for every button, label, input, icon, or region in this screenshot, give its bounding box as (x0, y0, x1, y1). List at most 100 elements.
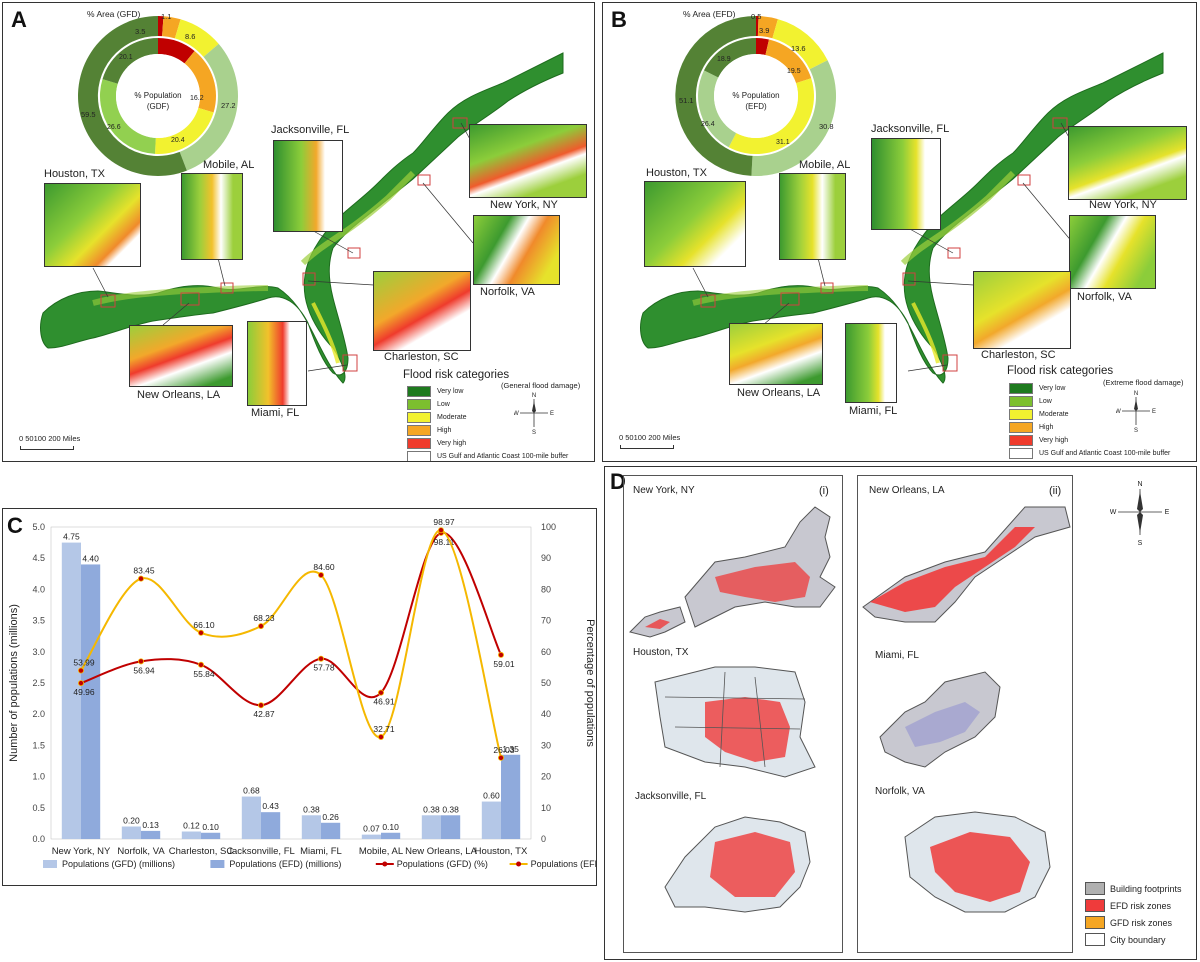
inset-newyork-b (1068, 126, 1187, 200)
y-tick-label: 2.5 (32, 678, 45, 688)
line-value-label: 53.99 (73, 658, 95, 668)
donut-a-area-3: 8.6 (185, 32, 195, 41)
bar-value-label: 0.20 (123, 816, 140, 826)
panel-letter-c: C (7, 513, 23, 538)
bar-gfd (241, 796, 261, 839)
compass-icon-a: N S E W (514, 393, 554, 435)
inset-norfolk-a (473, 215, 560, 285)
legend-very-low-a: Very low (407, 386, 463, 397)
bar-gfd (61, 542, 81, 839)
inset-mobile-b (779, 173, 846, 260)
d-label-jacksonville: Jacksonville, FL (635, 791, 707, 802)
donut-b-area-1: 0.5 (751, 12, 761, 21)
bar-value-label: 0.38 (303, 804, 320, 814)
panel-d: D New York, NY (i) Houston, TX Jacksonvi… (604, 466, 1197, 960)
donut-b-pop-3: 26.4 (701, 121, 715, 128)
legend-swatch (210, 860, 225, 868)
inset-charleston-b (973, 271, 1071, 349)
label-norfolk-a: Norfolk, VA (480, 286, 535, 298)
legend-label: Populations (EFD) (%) (531, 859, 597, 869)
d-roman-ii: (ii) (1049, 485, 1062, 497)
donut-b-inner-label-2: (EFD) (745, 102, 767, 111)
bar-gfd (301, 815, 321, 839)
inset-jacksonville-b (871, 138, 941, 230)
label-neworleans-a: New Orleans, LA (137, 389, 221, 401)
bar-value-label: 0.38 (442, 804, 459, 814)
inset-newyork-a (469, 124, 587, 198)
panel-d-box-i (623, 475, 843, 953)
line-value-label: 68.23 (253, 613, 275, 623)
bar-value-label: 0.68 (243, 786, 260, 796)
line-value-label: 26.03 (493, 745, 515, 755)
y2-tick-label: 10 (541, 803, 551, 813)
d-legend-efd: EFD risk zones (1085, 899, 1171, 912)
legend-high-b: High (1009, 422, 1053, 433)
bar-value-label: 0.10 (382, 822, 399, 832)
svg-text:E: E (550, 411, 554, 417)
label-neworleans-b: New Orleans, LA (737, 387, 821, 399)
label-houston-b: Houston, TX (646, 167, 707, 179)
x-tick-label: New York, NY (52, 846, 111, 857)
bar-gfd (181, 831, 201, 839)
d-label-new-orleans: New Orleans, LA (869, 485, 945, 496)
donut-a-pop-4: 20.1 (119, 54, 133, 61)
line-point (137, 575, 144, 582)
line-point (197, 629, 204, 636)
legend-buffer-b: US Gulf and Atlantic Coast 100-mile buff… (1009, 448, 1170, 459)
bar-gfd (421, 815, 441, 839)
bar-gfd (481, 801, 501, 839)
bar-value-label: 1.35 (502, 744, 519, 754)
y2-tick-label: 40 (541, 709, 551, 719)
line-value-label: 59.01 (493, 659, 515, 669)
coast-map-b (640, 52, 1164, 384)
legend-label: Populations (GFD) (millions) (62, 859, 175, 869)
bar-value-label: 0.38 (423, 804, 440, 814)
donut-a-pop-2: 20.4 (171, 137, 185, 144)
label-newyork-b: New York, NY (1089, 199, 1157, 211)
label-newyork-a: New York, NY (490, 199, 558, 211)
bar-value-label: 4.40 (82, 553, 99, 563)
legend-very-high-b: Very high (1009, 435, 1068, 446)
y2-axis-title: Percentage of populations (584, 619, 596, 747)
y-tick-label: 4.0 (32, 584, 45, 594)
y2-tick-label: 50 (541, 678, 551, 688)
donut-a-area-2: 3.5 (135, 27, 145, 36)
svg-text:W: W (514, 411, 519, 417)
label-charleston-a: Charleston, SC (384, 351, 459, 363)
line-point (497, 651, 504, 658)
y2-tick-label: 80 (541, 584, 551, 594)
legend-marker (516, 861, 522, 867)
line-value-label: 66.10 (193, 620, 215, 630)
legend-high-a: High (407, 425, 451, 436)
legend-very-high-a: Very high (407, 438, 466, 449)
line-value-label: 56.94 (133, 665, 155, 675)
line-value-label: 55.84 (193, 669, 215, 679)
legend-label: Populations (EFD) (millions) (229, 859, 341, 869)
legend-marker (382, 861, 388, 867)
x-tick-label: Charleston, SC (169, 846, 234, 857)
bar-value-label: 0.13 (142, 820, 159, 830)
donut-b-inner-label: % Population (732, 91, 779, 100)
legend-very-low-b: Very low (1009, 383, 1065, 394)
y-tick-label: 1.5 (32, 740, 45, 750)
donut-a-inner-label: % Population (134, 91, 181, 100)
inset-norfolk-b (1069, 215, 1156, 289)
legend-moderate-b: Moderate (1009, 409, 1069, 420)
svg-text:E: E (1165, 509, 1170, 516)
inset-jacksonville-a (273, 140, 343, 232)
line-gfd (80, 531, 502, 707)
line-value-label: 98.97 (433, 517, 455, 527)
legend-low-a: Low (407, 399, 450, 410)
y-tick-label: 3.0 (32, 647, 45, 657)
label-mobile-a: Mobile, AL (203, 159, 255, 171)
bar-value-label: 0.10 (202, 822, 219, 832)
line-point (197, 661, 204, 668)
y-tick-label: 0.5 (32, 803, 45, 813)
line-point (78, 667, 85, 674)
line-point (377, 689, 384, 696)
x-tick-label: Mobile, AL (359, 846, 403, 857)
bar-value-label: 0.12 (183, 821, 200, 831)
panel-b: B (602, 2, 1197, 462)
bar-efd (381, 832, 401, 839)
line-point (317, 655, 324, 662)
